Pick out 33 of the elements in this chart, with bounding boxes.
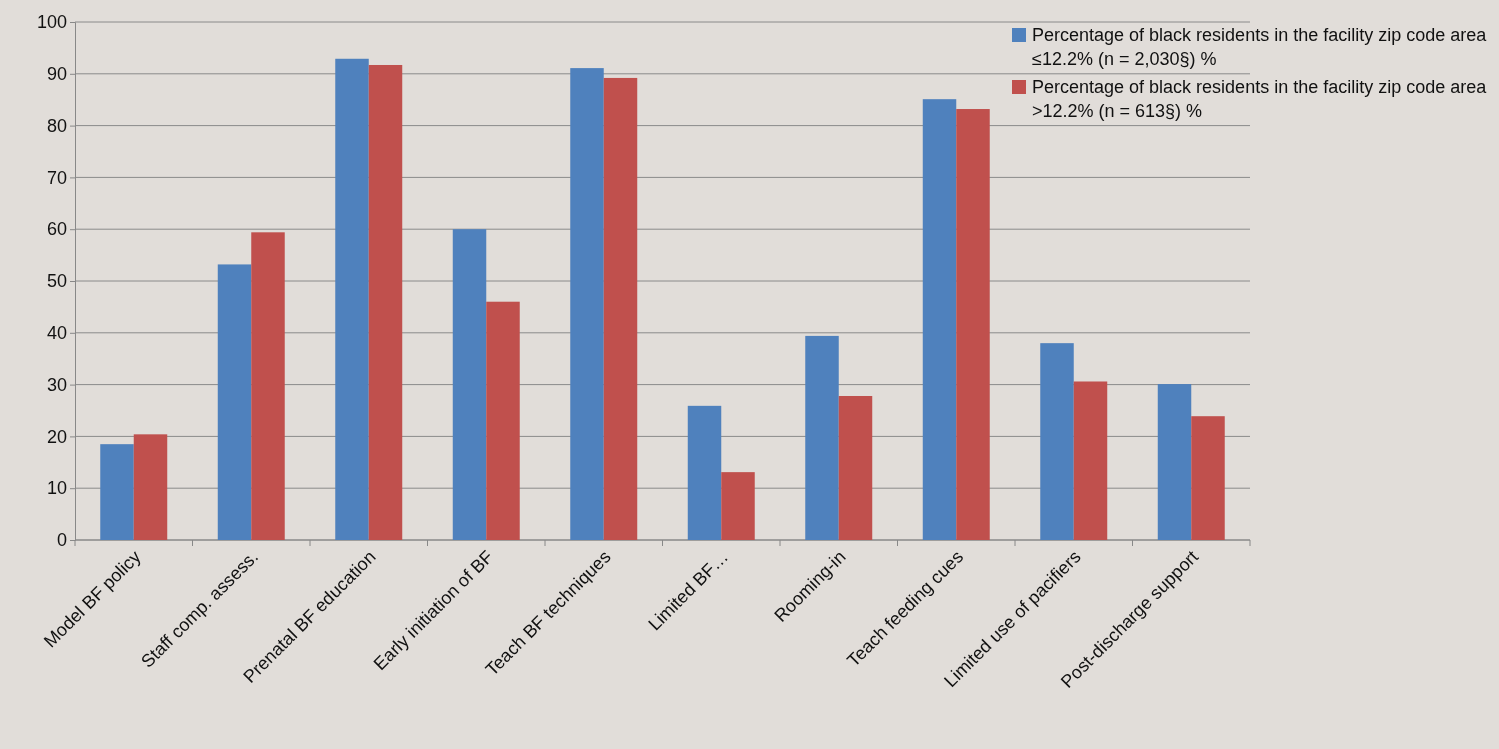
bar bbox=[251, 232, 285, 540]
bar bbox=[133, 434, 168, 540]
bar bbox=[1040, 343, 1074, 540]
bar bbox=[922, 99, 957, 540]
y-tick-label: 90 bbox=[46, 64, 67, 85]
bar bbox=[1073, 381, 1108, 540]
bar bbox=[486, 301, 520, 540]
y-tick-label: 10 bbox=[46, 478, 67, 499]
bar bbox=[368, 64, 403, 540]
y-tick-label: 70 bbox=[46, 167, 67, 188]
bar bbox=[838, 396, 873, 540]
bar bbox=[335, 58, 369, 540]
bar bbox=[100, 444, 134, 540]
bar bbox=[687, 405, 722, 540]
bar bbox=[1191, 416, 1225, 540]
legend-label: Percentage of black residents in the facility zip code area >12.2% (n = 613§) % bbox=[1032, 77, 1492, 121]
bar bbox=[956, 109, 990, 540]
bar bbox=[452, 229, 487, 540]
y-tick-label: 40 bbox=[46, 323, 67, 344]
y-tick-label: 60 bbox=[46, 219, 67, 240]
bar bbox=[217, 264, 252, 540]
y-tick-label: 30 bbox=[46, 374, 67, 395]
y-tick-label: 20 bbox=[46, 426, 67, 447]
bar bbox=[570, 68, 604, 540]
bar bbox=[1157, 384, 1192, 540]
legend-label: Percentage of black residents in the facility zip code area ≤12.2% (n = 2,030§) % bbox=[1032, 25, 1492, 69]
y-tick-label: 80 bbox=[46, 115, 67, 136]
bar bbox=[603, 77, 638, 540]
y-tick-label: 0 bbox=[56, 530, 67, 551]
y-tick-label: 50 bbox=[46, 271, 67, 292]
bar bbox=[805, 335, 839, 540]
y-tick-label: 100 bbox=[36, 12, 67, 33]
bar bbox=[721, 472, 755, 540]
